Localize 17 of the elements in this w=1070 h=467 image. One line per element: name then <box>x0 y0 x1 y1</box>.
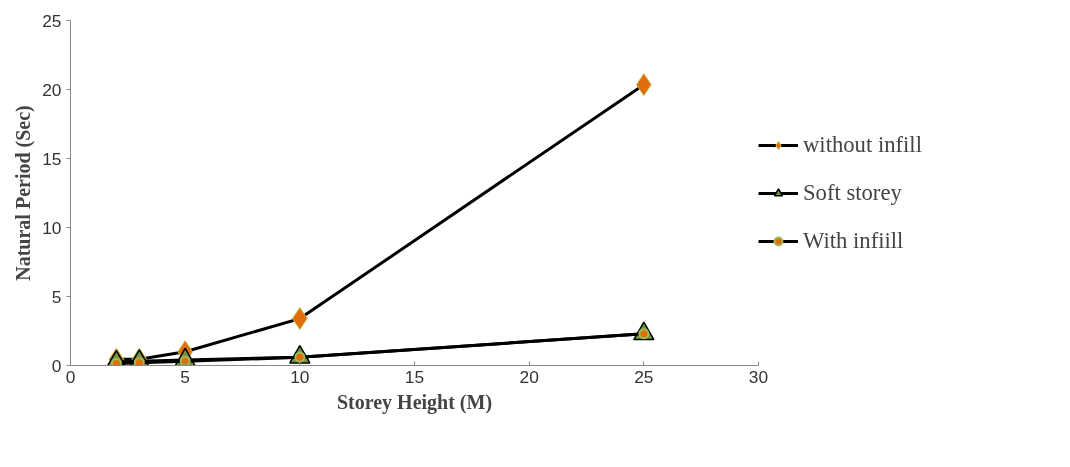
x-tick-label: 10 <box>290 366 310 387</box>
x-tick-label: 5 <box>180 366 190 387</box>
y-axis-title: Natural Period (Sec) <box>12 105 36 281</box>
y-tick-label: 20 <box>42 79 62 100</box>
y-tick-label: 15 <box>42 148 62 169</box>
x-tick-label: 0 <box>65 366 76 387</box>
x-tick-label: 20 <box>519 366 539 387</box>
y-tick-label: 10 <box>42 217 62 238</box>
legend-label: With infiill <box>803 227 904 254</box>
legend-label: without infill <box>803 131 922 158</box>
legend-label: Soft storey <box>803 179 902 206</box>
y-tick-label: 25 <box>42 10 62 31</box>
y-tick-label: 5 <box>51 286 62 307</box>
x-axis-title: Storey Height (M) <box>336 390 493 414</box>
x-tick-label: 30 <box>748 366 769 387</box>
x-tick-label: 15 <box>404 366 425 387</box>
x-tick-label: 25 <box>634 366 654 387</box>
